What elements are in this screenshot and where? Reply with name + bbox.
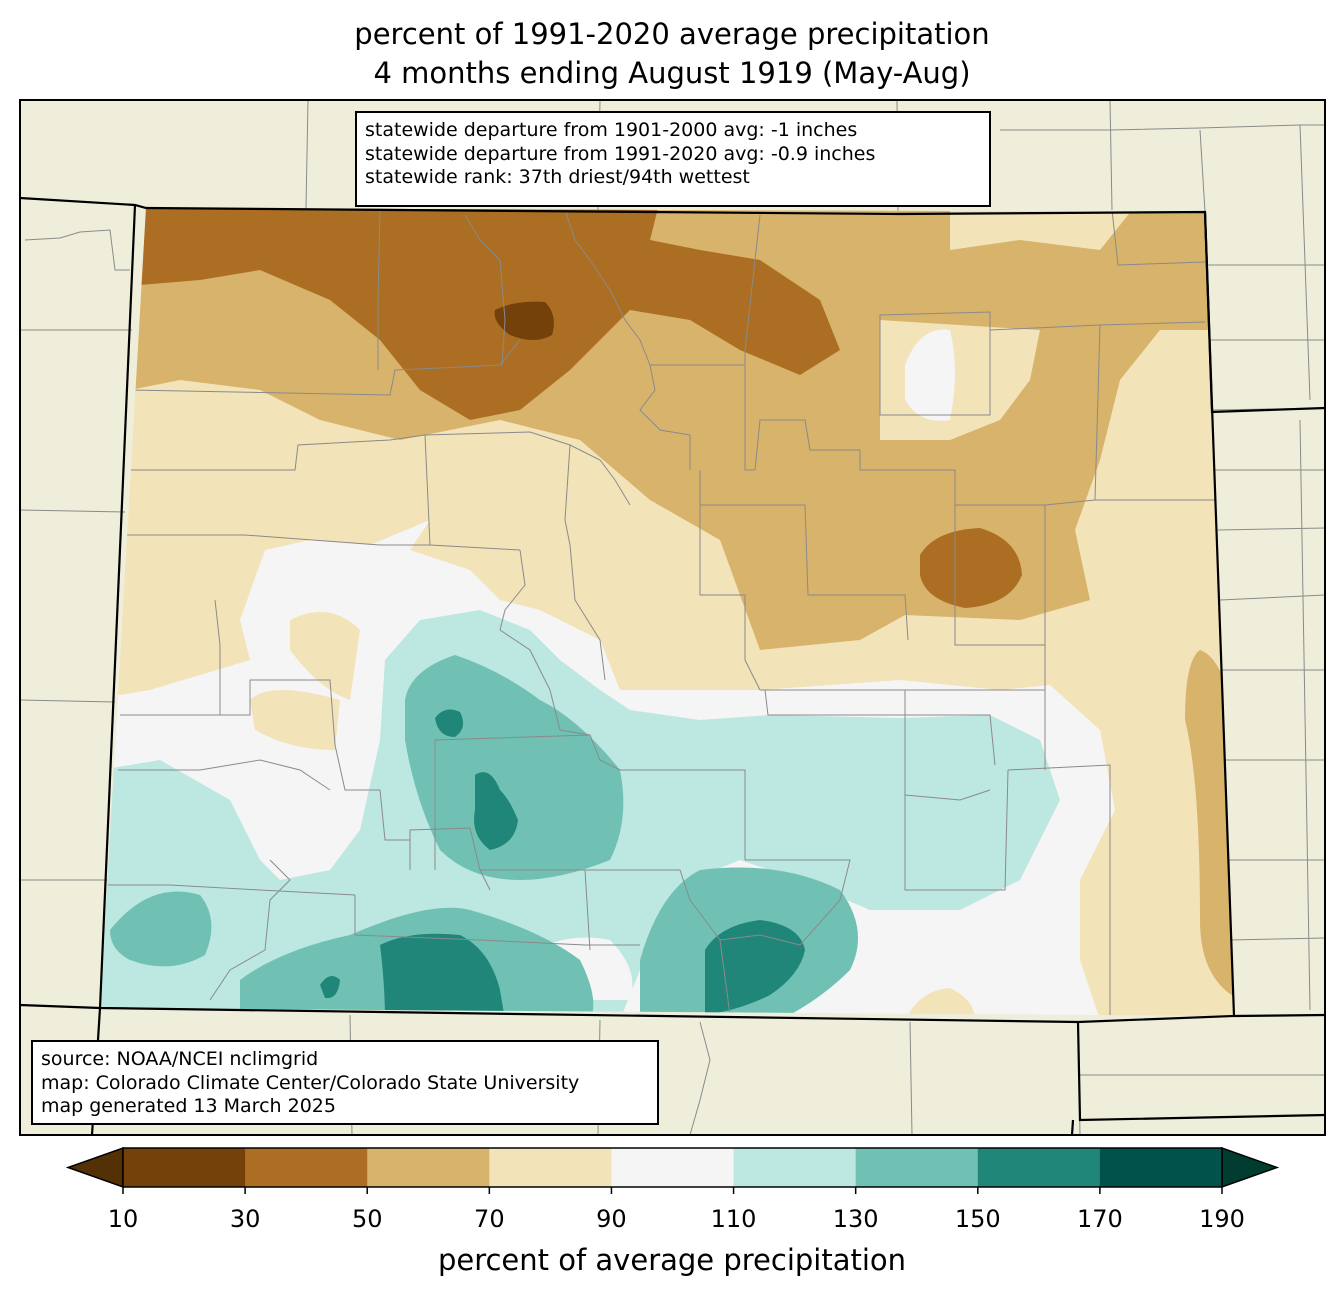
colorbar-bin [1099, 1148, 1223, 1187]
map-title-line2: 4 months ending August 1919 (May-Aug) [373, 56, 971, 90]
colorbar-over-arrow [1221, 1146, 1280, 1189]
source-line1: source: NOAA/NCEI nclimgrid [41, 1048, 319, 1070]
colorbar-label: percent of average precipitation [437, 1243, 907, 1277]
stats-line1: statewide departure from 1901-2000 avg: … [365, 119, 858, 141]
colorbar-tick-label: 30 [229, 1205, 261, 1233]
colorado-county-lines [108, 209, 1215, 1016]
colorado-precip-fill [100, 208, 1234, 1016]
state-boundaries [20, 196, 1325, 1135]
stats-line3: statewide rank: 37th driest/94th wettest [365, 166, 750, 188]
colorbar-bin [123, 1148, 246, 1187]
colorbar-tick-label: 90 [596, 1205, 627, 1233]
colorbar-bin [733, 1148, 857, 1187]
source-line2: map: Colorado Climate Center/Colorado St… [41, 1071, 580, 1094]
colorbar-bin [245, 1148, 368, 1187]
colorbar-under-arrow [65, 1146, 124, 1189]
colorbar-tick-label: 150 [954, 1205, 1001, 1233]
colorbar-tick-label: 70 [474, 1205, 505, 1233]
source-box: source: NOAA/NCEI nclimgrid map: Colorad… [31, 1040, 659, 1125]
colorbar-bin [611, 1148, 735, 1187]
colorbar-bin [855, 1148, 979, 1187]
colorbar-tick-label: 190 [1199, 1205, 1245, 1233]
source-line3: map generated 13 March 2025 [41, 1095, 336, 1117]
colorbar-bin [977, 1148, 1101, 1187]
colorbar-tick-label: 130 [832, 1205, 879, 1233]
colorbar-tick-label: 10 [107, 1205, 139, 1233]
stats-line2: statewide departure from 1991-2020 avg: … [365, 142, 876, 165]
colorbar-outline [122, 1147, 1223, 1188]
colorbar-bin [489, 1148, 612, 1187]
colorbar-tick-label: 170 [1076, 1205, 1123, 1233]
colorbar-bin [367, 1148, 490, 1187]
colorbar-tick-label: 50 [351, 1205, 383, 1233]
colorbar-tick-label: 110 [710, 1205, 757, 1233]
colorbar [65, 1146, 1280, 1194]
stats-box: statewide departure from 1901-2000 avg: … [355, 111, 991, 207]
map-frame [19, 99, 1326, 1136]
map-title-line1: percent of 1991-2020 average precipitati… [354, 17, 990, 51]
